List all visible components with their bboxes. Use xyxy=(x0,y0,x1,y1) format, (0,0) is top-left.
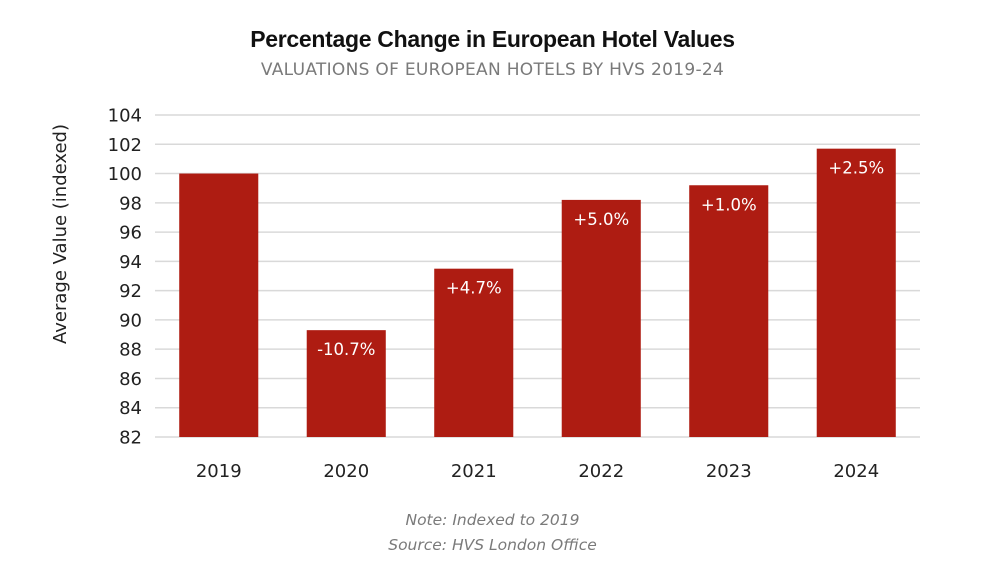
y-tick-label: 96 xyxy=(119,223,142,244)
data-label: -10.7% xyxy=(317,340,375,359)
y-tick-label: 98 xyxy=(119,193,142,214)
chart-title: Percentage Change in European Hotel Valu… xyxy=(250,26,735,52)
y-tick-label: 82 xyxy=(119,428,142,449)
y-tick-label: 86 xyxy=(119,369,142,390)
data-label: +4.7% xyxy=(446,279,502,298)
bar xyxy=(306,330,386,437)
y-tick-label: 102 xyxy=(108,135,142,156)
x-tick-label: 2019 xyxy=(196,461,242,482)
bar xyxy=(816,148,896,437)
bar xyxy=(179,173,259,437)
chart-subtitle: VALUATIONS OF EUROPEAN HOTELS BY HVS 201… xyxy=(260,60,725,80)
x-tick-label: 2024 xyxy=(833,461,879,482)
x-axis-ticks: 2019 2020 2021 2022 2023 2024 xyxy=(196,461,879,482)
y-axis-label: Average Value (indexed) xyxy=(50,124,71,344)
y-tick-label: 84 xyxy=(119,398,142,419)
data-label: +2.5% xyxy=(828,159,884,178)
x-tick-label: 2023 xyxy=(706,461,752,482)
y-tick-label: 92 xyxy=(119,281,142,302)
x-tick-label: 2020 xyxy=(323,461,369,482)
chart-notes: Note: Indexed to 2019 Source: HVS London… xyxy=(0,508,985,558)
data-label: +5.0% xyxy=(573,210,629,229)
note-source: Source: HVS London Office xyxy=(388,536,597,554)
bar xyxy=(561,199,641,437)
y-tick-label: 94 xyxy=(119,252,142,273)
bar xyxy=(434,268,514,437)
y-tick-label: 100 xyxy=(108,164,142,185)
y-tick-label: 90 xyxy=(119,310,142,331)
x-tick-label: 2021 xyxy=(451,461,497,482)
y-tick-label: 88 xyxy=(119,340,142,361)
y-axis-ticks: 82 84 86 88 90 92 94 96 98 100 102 104 xyxy=(108,106,142,449)
gridlines xyxy=(155,114,920,438)
note-indexed: Note: Indexed to 2019 xyxy=(405,511,580,529)
y-tick-label: 104 xyxy=(108,106,142,127)
bar xyxy=(689,185,769,437)
data-label: +1.0% xyxy=(701,195,757,214)
bars: -10.7% +4.7% +5.0% +1.0% +2.5% xyxy=(179,148,896,437)
x-tick-label: 2022 xyxy=(578,461,624,482)
